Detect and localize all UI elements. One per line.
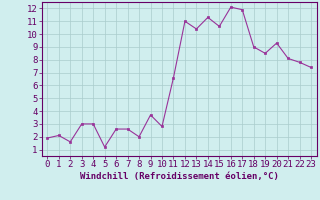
X-axis label: Windchill (Refroidissement éolien,°C): Windchill (Refroidissement éolien,°C) [80,172,279,181]
